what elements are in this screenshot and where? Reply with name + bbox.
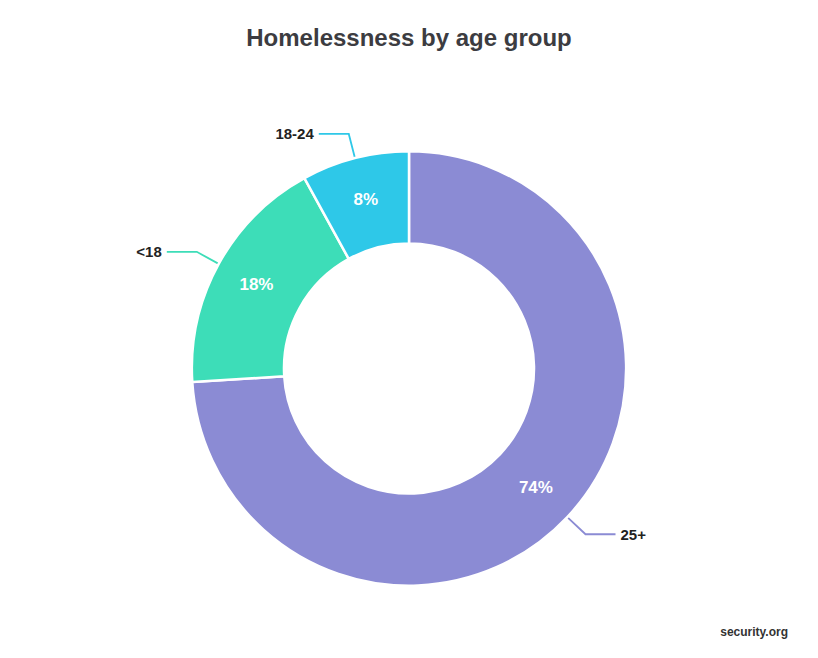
svg-text:<18: <18 — [136, 243, 161, 260]
svg-text:18-24: 18-24 — [275, 125, 314, 142]
svg-text:security.org: security.org — [720, 625, 788, 639]
svg-text:74%: 74% — [519, 478, 553, 497]
svg-text:18%: 18% — [239, 275, 273, 294]
svg-text:8%: 8% — [353, 190, 378, 209]
svg-text:25+: 25+ — [621, 526, 647, 543]
svg-text:Homelessness by age group: Homelessness by age group — [246, 24, 571, 51]
